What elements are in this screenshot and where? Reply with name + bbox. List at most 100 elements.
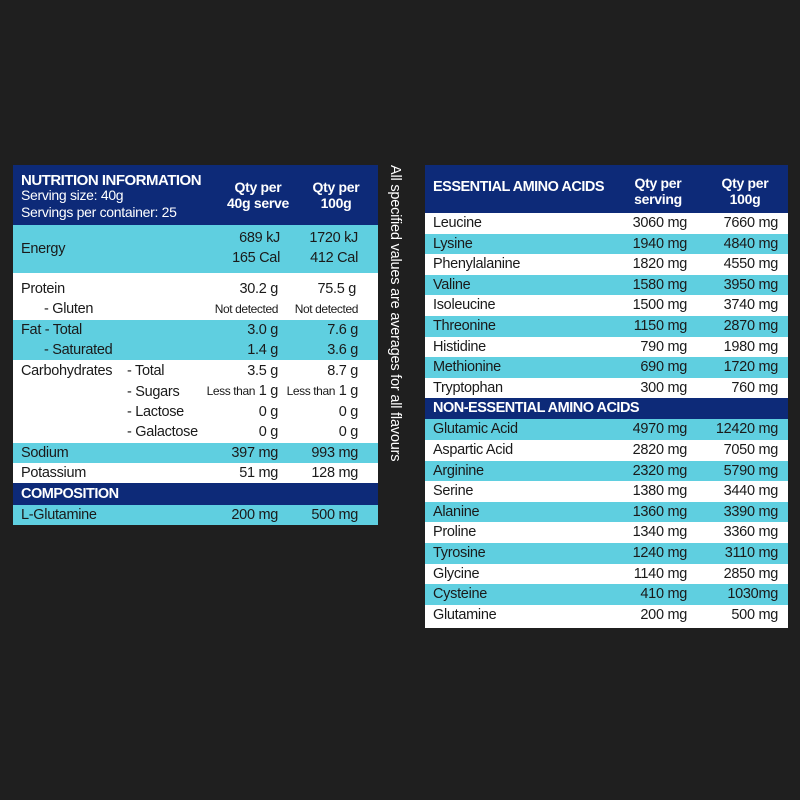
amino-per100: 2850 mg	[723, 565, 779, 582]
amino-row: Threonine 1150 mg 2870 mg	[425, 316, 788, 337]
amino-per100: 500 mg	[731, 606, 778, 623]
carb-sugars-100-value: 1 g	[338, 383, 359, 399]
col-header-100g-line2: 100g	[320, 195, 352, 211]
carb-sugars-serve: Less than 1 g	[206, 381, 279, 401]
gluten-100: Not detected	[294, 302, 359, 316]
amino-acids-table: ESSENTIAL AMINO ACIDS Qty per serving Qt…	[425, 165, 788, 628]
amino-row: Alanine 1360 mg 3390 mg	[425, 501, 788, 523]
amino-row: Methionine 690 mg 1720 mg	[425, 357, 788, 378]
carb-total-100: 8.7 g	[327, 363, 358, 379]
amino-per100: 3110 mg	[724, 545, 779, 561]
amino-per100: 4840 mg	[723, 235, 779, 252]
nutrition-header: NUTRITION INFORMATION Serving size: 40g …	[13, 165, 378, 225]
amino-row: Arginine 2320 mg 5790 mg	[425, 460, 788, 482]
amino-row: Cysteine 410 mg 1030mg	[425, 584, 788, 605]
amino-name: Isoleucine	[433, 297, 496, 314]
amino-row: Tryptophan 300 mg 760 mg	[425, 377, 788, 399]
row-potassium: Potassium 51 mg 128 mg	[13, 463, 378, 483]
fat-total-100: 7.6 g	[327, 322, 358, 338]
amino-serving: 1240 mg	[632, 545, 688, 561]
amino-per100: 2870 mg	[723, 318, 779, 334]
amino-name: Valine	[433, 276, 471, 293]
amino-row: Leucine 3060 mg 7660 mg	[425, 213, 788, 234]
amino-name: Methionine	[433, 359, 501, 376]
potassium-100: 128 mg	[311, 465, 358, 481]
row-l-glutamine: L-Glutamine 200 mg 500 mg	[13, 505, 378, 525]
amino-per100: 1980 mg	[723, 338, 779, 355]
servings-per-container: Servings per container: 25	[21, 204, 177, 220]
amino-serving: 1340 mg	[632, 524, 688, 541]
sodium-100: 993 mg	[311, 445, 358, 461]
energy-100-cal: 412 Cal	[310, 250, 358, 266]
col-header-serve-line1: Qty per	[234, 179, 282, 195]
amino-name: Cysteine	[433, 586, 488, 603]
composition-header: COMPOSITION	[13, 483, 378, 505]
side-note: All specified values are averages for al…	[387, 165, 403, 462]
amino-serving: 410 mg	[640, 586, 687, 603]
amino-per100: 3440 mg	[723, 483, 779, 500]
amino-name: Tyrosine	[433, 545, 486, 561]
essential-header: ESSENTIAL AMINO ACIDS Qty per serving Qt…	[425, 165, 788, 213]
carb-galactose-serve: 0 g	[258, 424, 279, 440]
row-sodium: Sodium 397 mg 993 mg	[13, 443, 378, 463]
gluten-serve: Not detected	[214, 302, 279, 316]
amino-name: Arginine	[433, 462, 484, 479]
amino-name: Glycine	[433, 565, 480, 582]
col-header-100g-line1: Qty per	[312, 179, 360, 195]
amino-name: Leucine	[433, 215, 482, 231]
amino-per100: 1030mg	[727, 586, 778, 603]
row-fat: Fat - Total 3.0 g 7.6 g - Saturated 1.4 …	[13, 320, 378, 360]
amino-serving: 690 mg	[640, 359, 687, 376]
carb-lactose-100: 0 g	[338, 404, 359, 420]
amino-per100: 7050 mg	[723, 442, 779, 458]
potassium-serve: 51 mg	[239, 465, 278, 481]
carb-sugars-serve-prefix: Less than	[206, 384, 256, 398]
fat-saturated-100: 3.6 g	[327, 342, 358, 358]
carb-lactose-label: - Lactose	[127, 404, 184, 420]
amino-per100: 1720 mg	[723, 359, 779, 376]
gluten-label: - Gluten	[44, 301, 94, 317]
carb-galactose-100: 0 g	[338, 424, 359, 440]
col-header-serve-line2: 40g serve	[227, 195, 289, 211]
amino-serving: 300 mg	[640, 379, 687, 396]
amino-per100: 5790 mg	[723, 462, 779, 479]
amino-name: Aspartic Acid	[433, 442, 513, 458]
amino-serving: 1360 mg	[632, 503, 688, 520]
sodium-label: Sodium	[21, 445, 69, 461]
carb-sugars-100-prefix: Less than	[286, 384, 336, 398]
composition-title: COMPOSITION	[21, 486, 119, 502]
row-energy: Energy 689 kJ 165 Cal 1720 kJ 412 Cal	[13, 225, 378, 273]
amino-per100: 760 mg	[731, 379, 778, 396]
amino-name: Histidine	[433, 338, 486, 355]
amino-serving: 1500 mg	[632, 297, 688, 314]
amino-per100: 12420 mg	[715, 421, 778, 438]
amino-row: Tyrosine 1240 mg 3110 mg	[425, 543, 788, 564]
amino-name: Alanine	[433, 503, 480, 520]
amino-name: Glutamine	[433, 606, 497, 623]
carb-total-label: - Total	[127, 363, 165, 379]
energy-100-kj: 1720 kJ	[309, 230, 358, 246]
protein-label: Protein	[21, 281, 65, 297]
nutrition-title: NUTRITION INFORMATION	[21, 172, 202, 189]
amino-row: Proline 1340 mg 3360 mg	[425, 522, 788, 543]
carb-lactose-serve: 0 g	[258, 404, 279, 420]
amino-row: Phenylalanine 1820 mg 4550 mg	[425, 254, 788, 275]
amino-name: Serine	[433, 483, 474, 500]
amino-name: Threonine	[433, 318, 496, 334]
amino-serving: 1820 mg	[632, 256, 688, 273]
fat-saturated-serve: 1.4 g	[247, 342, 278, 358]
amino-serving: 1150 mg	[633, 318, 688, 334]
amino-serving: 200 mg	[640, 606, 687, 623]
carbohydrates-label: Carbohydrates	[21, 363, 113, 379]
amino-row: Serine 1380 mg 3440 mg	[425, 481, 788, 502]
non-essential-header: NON-ESSENTIAL AMINO ACIDS	[425, 398, 788, 420]
fat-total-label: Fat - Total	[21, 322, 82, 338]
amino-serving: 790 mg	[640, 338, 687, 355]
amino-serving: 3060 mg	[632, 215, 688, 231]
carb-sugars-serve-value: 1 g	[258, 383, 279, 399]
amino-col-serving-line1: Qty per	[634, 175, 682, 191]
amino-row: Glutamine 200 mg 500 mg	[425, 604, 788, 626]
fat-total-serve: 3.0 g	[247, 322, 278, 338]
amino-per100: 7660 mg	[723, 215, 779, 231]
amino-per100: 3950 mg	[723, 276, 779, 293]
